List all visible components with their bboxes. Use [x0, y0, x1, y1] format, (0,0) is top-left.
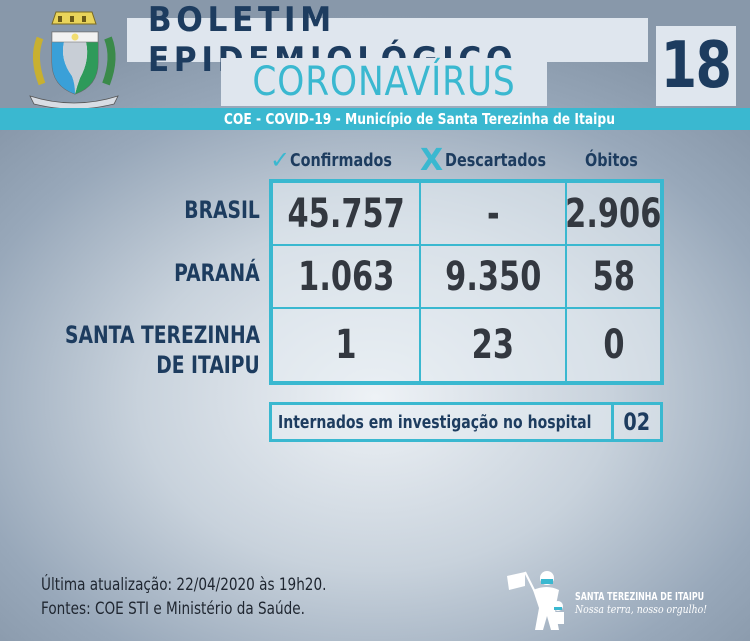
- brand-slogan: Nossa terra, nosso orgulho!: [575, 603, 708, 616]
- row-label-parana: PARANÁ: [174, 259, 260, 287]
- subtitle-panel: CORONAVÍRUS: [221, 58, 547, 106]
- mascot-flag-icon: [507, 571, 564, 630]
- last-updated: Última atualização: 22/04/2020 às 19h20.: [41, 575, 327, 595]
- footer-notes: Última atualização: 22/04/2020 às 19h20.…: [41, 573, 398, 621]
- check-icon: ✓: [270, 146, 291, 174]
- x-icon: X: [420, 142, 444, 178]
- cell-parana-confirmed: 1.063: [272, 245, 420, 308]
- cell-sti-deaths: 0: [566, 308, 661, 382]
- row-label-brasil: BRASIL: [184, 196, 260, 224]
- banner-text: COE - COVID-19 - Município de Santa Tere…: [223, 110, 615, 128]
- data-table: 45.757 - 2.906 1.063 9.350 58 1 23 0: [269, 179, 664, 385]
- cell-parana-deaths: 58: [566, 245, 661, 308]
- municipality-brand: SANTA TEREZINHA DE ITAIPU Nossa terra, n…: [505, 568, 725, 630]
- sources: Fontes: COE STI e Ministério da Saúde.: [41, 599, 305, 619]
- cell-parana-discarded: 9.350: [420, 245, 566, 308]
- brand-name: SANTA TEREZINHA DE ITAIPU: [575, 590, 705, 603]
- cell-sti-discarded: 23: [420, 308, 566, 382]
- municipal-crest-icon: [29, 11, 119, 108]
- cell-brasil-discarded: -: [420, 182, 566, 245]
- hospital-box: Internados em investigação no hospital 0…: [269, 402, 663, 442]
- hospital-label: Internados em investigação no hospital: [272, 405, 614, 439]
- column-header-confirmed: ✓ Confirmados: [270, 146, 393, 174]
- bulletin-subtitle: CORONAVÍRUS: [252, 59, 516, 105]
- edition-number: 18: [661, 29, 732, 103]
- hospital-value: 02: [623, 408, 651, 436]
- column-header-deaths: Óbitos: [585, 149, 638, 171]
- edition-panel: 18: [656, 26, 736, 106]
- cell-sti-confirmed: 1: [272, 308, 420, 382]
- row-label-santa-terezinha: SANTA TEREZINHA DE ITAIPU: [64, 321, 260, 379]
- cell-brasil-deaths: 2.906: [565, 182, 662, 245]
- cell-brasil-confirmed: 45.757: [272, 182, 420, 245]
- banner-bar: COE - COVID-19 - Município de Santa Tere…: [0, 108, 750, 130]
- title-panel: BOLETIM EPIDEMIOLÓGICO: [127, 0, 648, 80]
- column-header-discarded: X Descartados: [420, 142, 547, 178]
